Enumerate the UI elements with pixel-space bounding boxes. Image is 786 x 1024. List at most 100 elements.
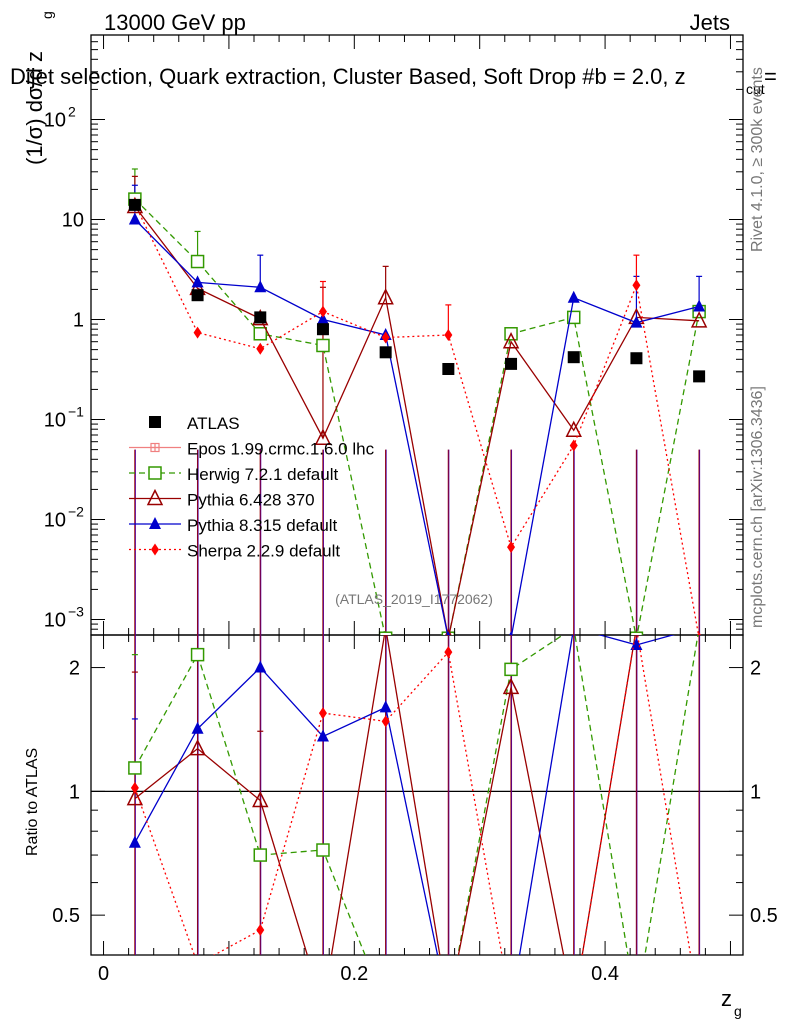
ratio-line-sherpa-2-2-9-default	[134, 635, 692, 955]
y-axis-label: (1/σ) dσ/d z g	[22, 11, 55, 165]
legend-entry: Pythia 6.428 370	[129, 488, 315, 510]
ratio-tick-label: 1	[69, 781, 80, 803]
data-point	[377, 288, 394, 305]
series-line-sherpa-2-2-9-default	[134, 203, 700, 635]
data-point	[316, 843, 330, 857]
ratio-frame	[90, 634, 744, 956]
data-point	[146, 488, 164, 506]
data-point	[254, 280, 267, 293]
legend-entry: Pythia 8.315 default	[129, 516, 338, 535]
plot-title-sub: cut	[746, 81, 765, 97]
data-point	[190, 647, 205, 662]
y-tick-exponent: −2	[68, 504, 84, 520]
legend-entry: Sherpa 2.2.9 default	[129, 542, 340, 561]
series-line-pythia-6-428-370	[134, 206, 700, 635]
data-point	[630, 1000, 642, 1012]
data-point	[693, 370, 706, 383]
data-point	[630, 352, 643, 365]
data-point	[253, 327, 268, 341]
data-point	[149, 416, 161, 428]
y-axis-label-sub: g	[39, 11, 55, 19]
data-point	[194, 958, 202, 970]
data-point	[151, 543, 159, 556]
energy-label: 13000 GeV pp	[104, 10, 246, 35]
data-point	[128, 835, 141, 848]
data-point	[128, 198, 141, 211]
ratio-tick-label-right: 1	[750, 781, 761, 803]
legend-label: Epos 1.99.crmc.1.6.0 lhc	[187, 440, 375, 459]
data-point	[569, 439, 578, 452]
y-tick-exponent: −3	[68, 604, 84, 620]
data-point	[314, 428, 332, 445]
data-point	[316, 312, 329, 325]
data-point	[256, 342, 265, 355]
data-point	[381, 331, 390, 344]
data-point	[254, 660, 267, 673]
data-point	[507, 541, 516, 554]
data-point	[148, 466, 162, 480]
ratio-tick-label-right: 2	[750, 658, 761, 680]
data-point	[502, 332, 520, 349]
data-point	[629, 631, 644, 635]
data-point	[442, 1000, 454, 1012]
ratio-tick-label-right: 0.5	[750, 905, 778, 927]
data-point	[253, 848, 268, 862]
data-point	[149, 517, 161, 529]
data-point	[128, 212, 141, 225]
x-tick-label: 0.4	[591, 963, 619, 985]
data-point	[444, 329, 453, 341]
legend-label: ATLAS	[187, 414, 240, 433]
y-tick-label: 1	[73, 310, 84, 332]
data-point	[191, 721, 204, 734]
legend-entry: Epos 1.99.crmc.1.6.0 lhc	[129, 440, 375, 459]
data-point	[256, 924, 265, 937]
data-point	[570, 1000, 578, 1012]
y-tick-exponent: 2	[68, 104, 76, 120]
analysis-watermark: (ATLAS_2019_I1772062)	[335, 591, 493, 607]
main-panel	[126, 168, 708, 635]
data-point	[444, 646, 453, 659]
data-point	[379, 700, 392, 713]
x-tick-label: 0	[98, 963, 109, 985]
plot-title-tail: =	[764, 64, 777, 89]
data-point	[567, 351, 580, 364]
data-point	[565, 420, 582, 438]
data-point	[504, 662, 518, 677]
y-tick-exponent: −1	[68, 404, 84, 420]
data-point	[381, 715, 390, 728]
data-point	[379, 346, 392, 359]
data-point	[509, 631, 513, 635]
data-point	[150, 442, 160, 453]
data-point	[693, 299, 706, 312]
legend-entry: Herwig 7.2.1 default	[129, 465, 338, 484]
process-label: Jets	[690, 10, 730, 35]
x-tick-label: 0.2	[340, 963, 368, 985]
data-point	[505, 999, 517, 1011]
legend-label: Pythia 6.428 370	[187, 491, 315, 510]
legend: ATLAS Epos 1.99.crmc.1.6.0 lhc Herwig 7.2.…	[129, 414, 375, 561]
data-point	[128, 761, 142, 775]
data-point	[318, 305, 327, 318]
rivet-version-label: Rivet 4.1.0, ≥ 300k events	[749, 67, 766, 252]
data-point	[507, 1000, 515, 1012]
data-point	[193, 326, 202, 339]
mcplots-label: mcplots.cern.ch [arXiv:1306.3436]	[749, 386, 766, 628]
data-point	[316, 998, 330, 1012]
legend-label: Herwig 7.2.1 default	[187, 465, 338, 484]
data-point	[567, 998, 581, 1012]
y-tick-label: 10	[44, 410, 66, 432]
x-axis-label-sub: g	[734, 1003, 742, 1019]
data-point	[378, 631, 393, 635]
data-point	[316, 729, 329, 742]
plot-title: Dijet selection, Quark extraction, Clust…	[10, 64, 777, 97]
data-point	[442, 362, 455, 375]
data-point	[446, 631, 451, 635]
data-point	[254, 311, 267, 324]
ratio-tick-label: 0.5	[52, 905, 80, 927]
data-point	[191, 275, 204, 288]
y-tick-label: 10	[44, 610, 66, 632]
data-point	[252, 790, 269, 808]
y-tick-label: 10	[44, 510, 66, 532]
